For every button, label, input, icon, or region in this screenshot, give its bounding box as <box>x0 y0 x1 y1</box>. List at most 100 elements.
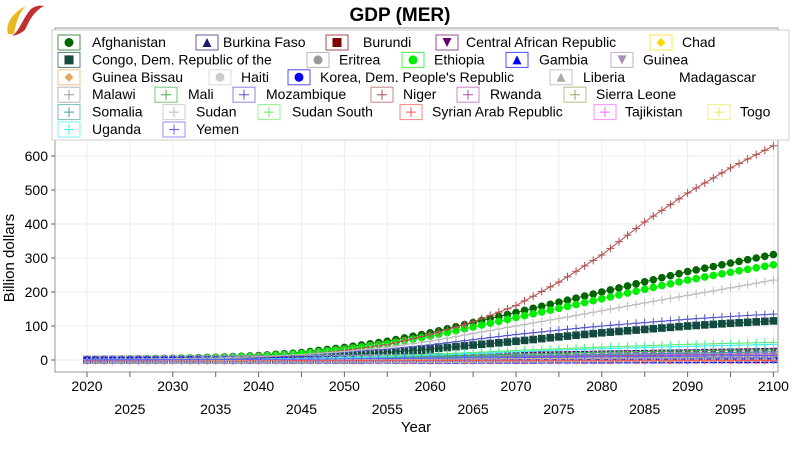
data-point <box>177 355 186 364</box>
data-point <box>606 352 615 361</box>
x-tick-label: 2055 <box>372 401 403 417</box>
data-point <box>606 321 615 330</box>
data-point <box>743 280 752 289</box>
data-point <box>520 336 529 345</box>
data-point <box>451 354 460 363</box>
legend-marker-plus-icon <box>169 107 179 118</box>
data-point <box>469 323 477 331</box>
data-point <box>512 301 520 310</box>
data-point <box>323 355 332 364</box>
data-point <box>692 342 701 351</box>
legend-marker-triangle-icon <box>512 55 522 65</box>
data-point <box>615 291 623 299</box>
data-point <box>606 305 615 314</box>
data-point <box>185 355 194 364</box>
data-point <box>580 330 589 339</box>
data-point <box>614 344 623 353</box>
data-point <box>598 295 606 303</box>
legend-marker-plus-icon <box>377 89 387 100</box>
legend-item: Burkina Faso <box>195 34 306 51</box>
legend-item: Ethiopia <box>401 51 485 68</box>
data-point <box>391 354 400 363</box>
data-point <box>460 325 469 333</box>
legend-item: Guinea <box>610 51 688 68</box>
data-point <box>580 353 589 362</box>
x-tick-label: 2025 <box>114 401 145 417</box>
data-point <box>769 340 778 349</box>
data-point <box>666 200 675 209</box>
legend-marker-triangle-icon <box>202 38 212 47</box>
data-point <box>606 244 615 253</box>
data-point <box>640 217 649 226</box>
data-point <box>718 320 726 328</box>
data-point <box>537 287 546 296</box>
data-point <box>520 329 529 338</box>
data-point <box>735 266 743 275</box>
data-point <box>306 355 315 364</box>
data-point <box>666 323 675 332</box>
legend-label: Mali <box>188 86 214 102</box>
x-tick-label: 2045 <box>286 401 317 417</box>
data-point <box>512 330 520 339</box>
data-point <box>726 351 735 360</box>
legend-marker-plus-icon <box>64 107 74 118</box>
data-point <box>546 300 555 309</box>
data-point <box>761 252 769 261</box>
data-point <box>580 345 589 354</box>
data-point <box>563 332 572 340</box>
legend-item: Sudan South <box>257 104 373 121</box>
data-point <box>692 184 701 193</box>
x-tick-label: 2070 <box>500 378 531 394</box>
data-point <box>658 281 666 290</box>
data-point <box>220 355 229 364</box>
data-point <box>254 355 263 364</box>
data-point <box>649 275 658 284</box>
data-point <box>752 263 761 272</box>
data-point <box>469 329 478 338</box>
data-point <box>623 231 632 240</box>
data-point <box>760 146 769 155</box>
data-point <box>537 353 546 362</box>
data-point <box>769 261 778 269</box>
data-point <box>597 352 606 361</box>
data-point <box>503 331 512 340</box>
data-point <box>451 322 460 331</box>
data-point <box>623 352 632 361</box>
data-point <box>675 342 684 351</box>
data-point <box>391 341 400 350</box>
data-point <box>494 353 503 362</box>
legend-item: Syrian Arab Republic <box>399 104 563 121</box>
legend-marker-plus-icon <box>264 107 274 118</box>
x-tick-label: 2050 <box>329 378 360 394</box>
data-point <box>666 342 675 351</box>
data-point <box>546 306 555 314</box>
legend-marker-triangle-icon <box>556 72 566 82</box>
legend-item: Somalia <box>57 104 143 121</box>
data-point <box>555 298 563 307</box>
data-point <box>657 206 666 215</box>
data-point <box>657 295 666 304</box>
data-point <box>700 352 709 361</box>
data-point <box>280 355 289 364</box>
legend-marker-plus-icon <box>600 107 610 118</box>
data-point <box>743 265 752 274</box>
data-point <box>477 327 486 336</box>
data-point <box>563 345 572 354</box>
data-point <box>383 354 392 363</box>
data-point <box>649 343 658 352</box>
data-point <box>469 341 477 349</box>
data-point <box>580 323 589 332</box>
data-point <box>632 287 640 295</box>
data-point <box>683 291 692 300</box>
data-point <box>554 314 563 323</box>
data-point <box>614 352 623 361</box>
data-point <box>572 331 580 340</box>
legend-marker-circle-icon <box>215 72 225 82</box>
data-point <box>529 319 538 328</box>
data-point <box>598 329 606 337</box>
data-point <box>417 354 426 363</box>
legend-item: Uganda <box>57 121 141 138</box>
legend-label: Burundi <box>363 34 411 50</box>
data-point <box>683 315 692 324</box>
data-point <box>443 354 452 363</box>
